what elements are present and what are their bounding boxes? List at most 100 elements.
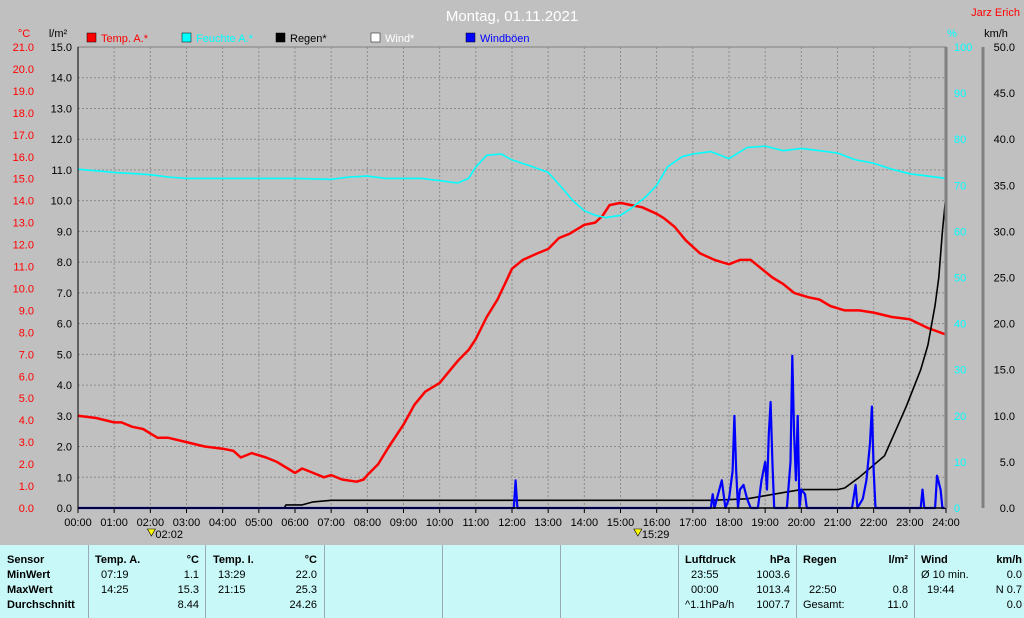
pressure-min-value: 1003.6 [756, 569, 790, 581]
x-tick-label: 15:00 [607, 517, 635, 529]
temp-tick-label: 17.0 [13, 130, 34, 142]
row-label-max: MaxWert [7, 584, 53, 596]
temp-a-min-time: 07:19 [101, 569, 129, 581]
temp-tick-label: 7.0 [19, 349, 34, 361]
x-tick-label: 11:00 [462, 517, 489, 529]
temp-a-unit: °C [186, 554, 199, 566]
wind-tick-label: 40.0 [994, 134, 1015, 146]
marker-icon-1 [633, 528, 643, 537]
author-label: Jarz Erich [971, 7, 1020, 19]
rain-tick-label: 10.0 [51, 196, 72, 208]
rain-max-value: 0.8 [892, 584, 908, 596]
col-pressure: Luftdruck hPa 23:55 1003.6 00:00 1013.4 … [678, 545, 796, 618]
wind-avg-value: 0.0 [1006, 599, 1022, 611]
temp-tick-label: 1.0 [19, 481, 34, 493]
x-tick-label: 19:00 [751, 517, 779, 529]
temp-tick-label: 8.0 [19, 327, 34, 339]
temp-tick-label: 15.0 [13, 174, 34, 186]
legend-label-1: Feuchte A.* [196, 33, 254, 45]
wind-avg10-value: 0.0 [1006, 569, 1022, 581]
rain-axis-unit: l/m² [49, 28, 68, 40]
wind-tick-label: 35.0 [994, 180, 1015, 192]
series-line-1 [77, 145, 947, 219]
temp-tick-label: 19.0 [13, 86, 34, 98]
rain-tick-label: 3.0 [57, 411, 72, 423]
temp-tick-label: 11.0 [13, 262, 34, 274]
temp-a-min-value: 1.1 [183, 569, 199, 581]
wind-tick-label: 0.0 [1000, 503, 1015, 515]
rain-total-label: Gesamt: [803, 599, 845, 611]
legend-label-3: Wind* [385, 33, 415, 45]
hum-tick-label: 80 [954, 134, 966, 146]
temp-tick-label: 0.0 [19, 503, 34, 515]
rain-tick-label: 4.0 [57, 380, 72, 392]
temp-tick-label: 10.0 [13, 283, 34, 295]
x-tick-label: 13:00 [534, 517, 562, 529]
x-tick-label: 08:00 [354, 517, 382, 529]
rain-tick-label: 12.0 [51, 134, 72, 146]
x-tick-label: 17:00 [679, 517, 707, 529]
chart-labels: 00:00 01:00 02:00 03:00 04:00 05:00 06:00 07:00… [13, 7, 1020, 541]
series-line-0 [77, 201, 947, 483]
wind-tick-label: 20.0 [994, 319, 1015, 331]
temp-tick-label: 3.0 [19, 437, 34, 449]
x-tick-label: 18:00 [715, 517, 743, 529]
temp-tick-label: 16.0 [13, 152, 34, 164]
rain-tick-label: 8.0 [57, 257, 72, 269]
col-temp-i: Temp. I. °C 13:29 22.0 21:15 25.3 24.26 [205, 545, 324, 618]
hum-tick-label: 90 [954, 88, 966, 100]
stats-panel: Sensor MinWert MaxWert Durchschnitt Temp… [0, 545, 1024, 618]
hum-tick-label: 70 [954, 180, 966, 192]
chart-title: Montag, 01.11.2021 [446, 8, 578, 25]
legend-swatch-1 [181, 32, 192, 43]
legend-label-0: Temp. A.* [101, 33, 149, 45]
series-line-2 [78, 194, 947, 509]
row-label-avg: Durchschnitt [7, 599, 75, 611]
temp-i-max-time: 21:15 [218, 584, 246, 596]
temp-i-unit: °C [304, 554, 317, 566]
temp-tick-label: 21.0 [13, 42, 34, 54]
legend-label-2: Regen* [290, 33, 327, 45]
rain-unit: l/m² [888, 554, 908, 566]
wind-tick-label: 15.0 [994, 365, 1015, 377]
x-tick-label: 01:00 [100, 517, 128, 529]
wind-unit: km/h [996, 554, 1022, 566]
rain-tick-label: 9.0 [57, 226, 72, 238]
hum-tick-label: 10 [954, 457, 966, 469]
temp-tick-label: 12.0 [13, 240, 34, 252]
temp-i-min-time: 13:29 [218, 569, 246, 581]
temp-a-avg-value: 8.44 [177, 599, 199, 611]
hum-axis-unit: % [947, 28, 957, 40]
rain-tick-label: 15.0 [51, 42, 72, 54]
temp-tick-label: 18.0 [13, 108, 34, 120]
hum-tick-label: 100 [954, 42, 972, 54]
col-sensor: Sensor MinWert MaxWert Durchschnitt [0, 545, 88, 618]
x-tick-label: 06:00 [281, 517, 309, 529]
pressure-min-time: 23:55 [691, 569, 719, 581]
wind-tick-label: 10.0 [994, 411, 1015, 423]
pressure-max-time: 00:00 [691, 584, 719, 596]
sensor-header: Sensor [7, 554, 45, 566]
chart-grid [77, 46, 947, 509]
rain-tick-label: 6.0 [57, 319, 72, 331]
weather-chart: 00:00 01:00 02:00 03:00 04:00 05:00 06:00 07:00… [13, 7, 1020, 541]
temp-tick-label: 13.0 [13, 218, 34, 230]
row-label-min: MinWert [7, 569, 51, 581]
col-empty-2 [442, 545, 560, 618]
x-tick-label: 05:00 [245, 517, 273, 529]
wind-max-time: 19:44 [927, 584, 955, 596]
rain-tick-label: 7.0 [57, 288, 72, 300]
wind-tick-label: 25.0 [994, 273, 1015, 285]
wind-tick-label: 50.0 [994, 42, 1015, 54]
rain-header: Regen [803, 554, 837, 566]
wind-header: Wind [921, 554, 948, 566]
hum-tick-label: 60 [954, 226, 966, 238]
pressure-avg-value: 1007.7 [756, 599, 790, 611]
x-tick-label: 14:00 [571, 517, 599, 529]
col-temp-a: Temp. A. °C 07:19 1.1 14:25 15.3 8.44 [88, 545, 205, 618]
temp-tick-label: 20.0 [13, 64, 34, 76]
marker-label-0: 02:02 [155, 529, 183, 541]
rain-tick-label: 11.0 [51, 165, 72, 177]
col-empty-3 [560, 545, 678, 618]
temp-i-max-value: 25.3 [295, 584, 317, 596]
